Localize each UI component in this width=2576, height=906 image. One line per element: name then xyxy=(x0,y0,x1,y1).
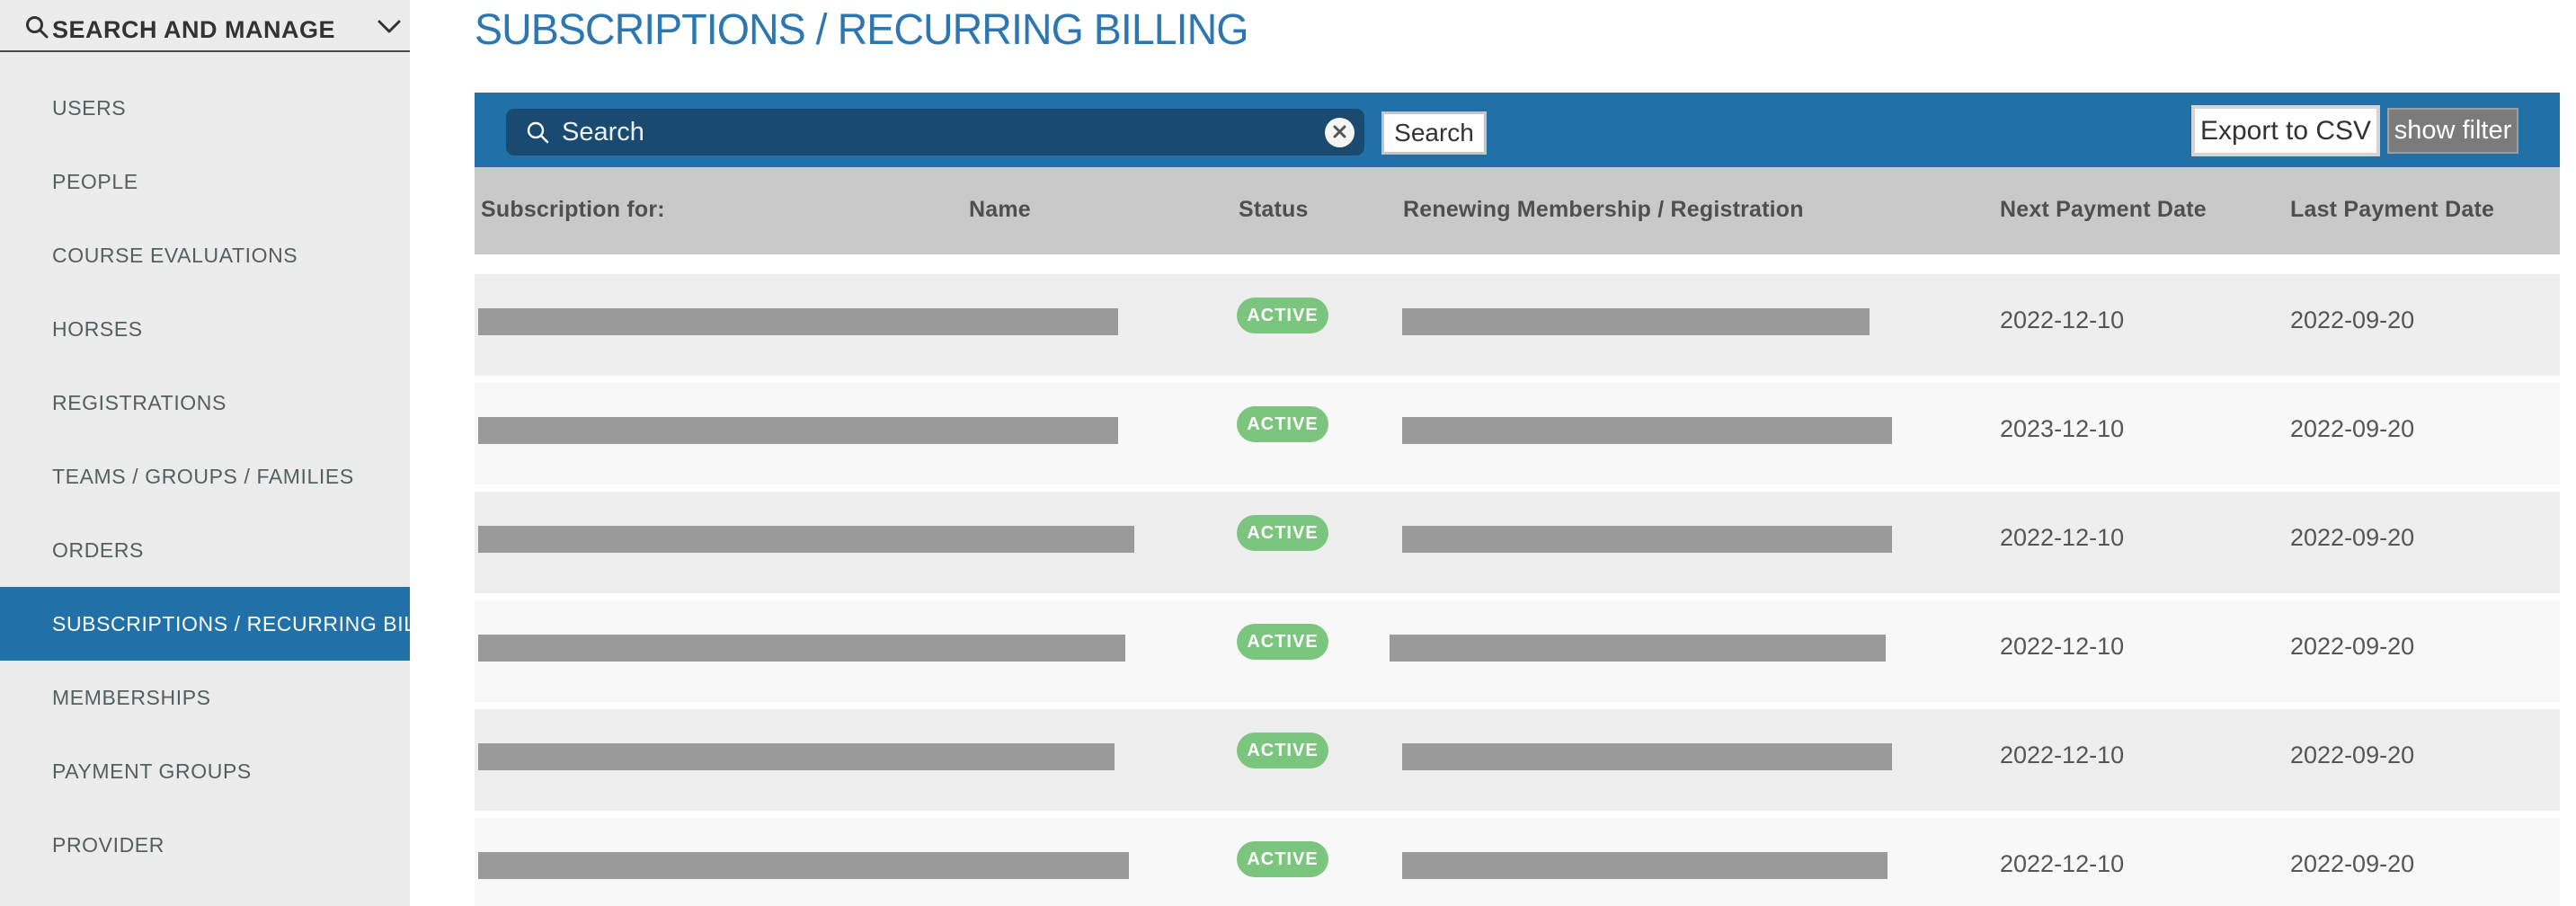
sidebar-menu: USERS PEOPLE COURSE EVALUATIONS HORSES R… xyxy=(0,71,466,882)
redacted-membership-bar xyxy=(1402,417,1892,444)
next-payment-date: 2022-12-10 xyxy=(2000,850,2125,877)
sidebar-item-label: PROVIDER xyxy=(52,832,164,857)
last-payment-date: 2022-09-20 xyxy=(2290,524,2415,551)
search-input[interactable] xyxy=(562,109,1308,155)
redacted-subscription-name-bar xyxy=(478,308,1118,335)
redacted-subscription-name-bar xyxy=(478,635,1125,662)
sidebar-item-people[interactable]: PEOPLE xyxy=(0,145,410,218)
sidebar-item-payment-groups[interactable]: PAYMENT GROUPS xyxy=(0,734,410,808)
sidebar-item-label: REGISTRATIONS xyxy=(52,390,227,414)
sidebar-item-orders[interactable]: ORDERS xyxy=(0,513,410,587)
column-header-renewing-membership-registration: Renewing Membership / Registration xyxy=(1403,197,1804,222)
next-payment-date: 2023-12-10 xyxy=(2000,415,2125,442)
sidebar-item-label: PEOPLE xyxy=(52,169,138,193)
sidebar-item-label: HORSES xyxy=(52,316,143,341)
sidebar: SEARCH AND MANAGE USERS PEOPLE COURSE EV… xyxy=(0,0,466,906)
table-row[interactable]: ACTIVE 2022-12-10 2022-09-20 xyxy=(475,274,2560,376)
column-header-next-payment-date: Next Payment Date xyxy=(2000,197,2207,222)
last-payment-date: 2022-09-20 xyxy=(2290,633,2415,660)
table-row[interactable]: ACTIVE 2022-12-10 2022-09-20 xyxy=(475,709,2560,811)
next-payment-date: 2022-12-10 xyxy=(2000,742,2125,768)
status-badge: ACTIVE xyxy=(1237,298,1328,333)
column-header-subscription-for: Subscription for: xyxy=(481,197,665,222)
sidebar-item-users[interactable]: USERS xyxy=(0,71,410,145)
sidebar-item-teams-groups-families[interactable]: TEAMS / GROUPS / FAMILIES xyxy=(0,440,410,513)
sidebar-item-memberships[interactable]: MEMBERSHIPS xyxy=(0,661,410,734)
redacted-membership-bar xyxy=(1402,743,1892,770)
last-payment-date: 2022-09-20 xyxy=(2290,850,2415,877)
status-badge: ACTIVE xyxy=(1237,406,1328,442)
redacted-membership-bar xyxy=(1402,852,1888,879)
table-row[interactable]: ACTIVE 2023-12-10 2022-09-20 xyxy=(475,383,2560,484)
search-icon xyxy=(526,120,550,149)
sidebar-item-label: TEAMS / GROUPS / FAMILIES xyxy=(52,464,354,488)
next-payment-date: 2022-12-10 xyxy=(2000,633,2125,660)
sidebar-collapse-header[interactable]: SEARCH AND MANAGE xyxy=(0,0,410,52)
table-row[interactable]: ACTIVE 2022-12-10 2022-09-20 xyxy=(475,600,2560,702)
next-payment-date: 2022-12-10 xyxy=(2000,524,2125,551)
redacted-subscription-name-bar xyxy=(478,417,1118,444)
last-payment-date: 2022-09-20 xyxy=(2290,415,2415,442)
column-header-name: Name xyxy=(969,197,1031,222)
status-badge: ACTIVE xyxy=(1237,515,1328,551)
toolbar: Search Export to CSV show filter xyxy=(475,93,2560,167)
page-title: SUBSCRIPTIONS / RECURRING BILLING xyxy=(475,6,1249,54)
export-to-csv-button[interactable]: Export to CSV xyxy=(2191,105,2380,156)
column-header-status: Status xyxy=(1239,197,1309,222)
status-badge: ACTIVE xyxy=(1237,624,1328,660)
next-payment-date: 2022-12-10 xyxy=(2000,306,2125,333)
show-filter-button[interactable]: show filter xyxy=(2387,108,2518,154)
table-header: Subscription for: Name Status Renewing M… xyxy=(475,167,2560,254)
sidebar-item-provider[interactable]: PROVIDER xyxy=(0,808,410,882)
column-header-last-payment-date: Last Payment Date xyxy=(2290,197,2495,222)
x-circle-icon xyxy=(1332,124,1347,142)
table-row[interactable]: ACTIVE 2022-12-10 2022-09-20 xyxy=(475,818,2560,906)
sidebar-item-label: MEMBERSHIPS xyxy=(52,685,211,709)
sidebar-item-registrations[interactable]: REGISTRATIONS xyxy=(0,366,410,440)
redacted-membership-bar xyxy=(1402,526,1892,553)
search-box xyxy=(506,109,1364,155)
sidebar-item-label: COURSE EVALUATIONS xyxy=(52,243,298,267)
redacted-membership-bar xyxy=(1402,308,1870,335)
redacted-membership-bar xyxy=(1390,635,1886,662)
sidebar-item-label: USERS xyxy=(52,95,127,120)
last-payment-date: 2022-09-20 xyxy=(2290,306,2415,333)
redacted-subscription-name-bar xyxy=(478,852,1129,879)
sidebar-item-label: SUBSCRIPTIONS / RECURRING BILLING xyxy=(52,611,466,635)
sidebar-item-label: PAYMENT GROUPS xyxy=(52,759,252,783)
sidebar-item-course-evaluations[interactable]: COURSE EVALUATIONS xyxy=(0,218,410,292)
status-badge: ACTIVE xyxy=(1237,733,1328,768)
table-row[interactable]: ACTIVE 2022-12-10 2022-09-20 xyxy=(475,492,2560,593)
chevron-down-icon xyxy=(378,20,401,39)
sidebar-item-subscriptions-recurring-billing[interactable]: SUBSCRIPTIONS / RECURRING BILLING xyxy=(0,587,466,661)
sidebar-item-label: ORDERS xyxy=(52,537,145,562)
redacted-subscription-name-bar xyxy=(478,743,1115,770)
search-icon xyxy=(24,14,49,44)
search-button[interactable]: Search xyxy=(1381,111,1487,155)
last-payment-date: 2022-09-20 xyxy=(2290,742,2415,768)
sidebar-header-label: SEARCH AND MANAGE xyxy=(52,16,336,43)
redacted-subscription-name-bar xyxy=(478,526,1134,553)
clear-search-button[interactable] xyxy=(1325,118,1355,147)
sidebar-item-horses[interactable]: HORSES xyxy=(0,292,410,366)
status-badge: ACTIVE xyxy=(1237,841,1328,877)
